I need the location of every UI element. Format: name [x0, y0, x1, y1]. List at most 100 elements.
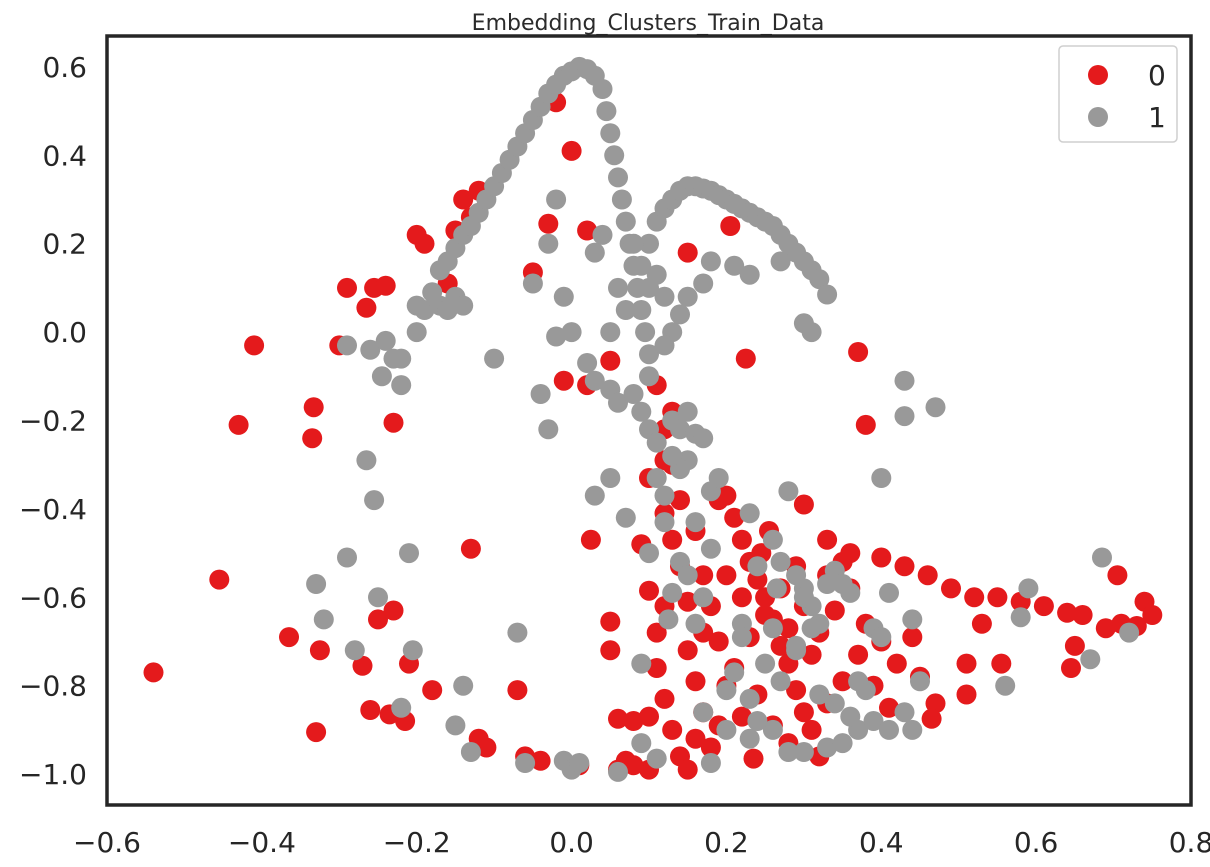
- series-1-point-136: [453, 675, 474, 696]
- series-0-point-76: [770, 635, 791, 656]
- series-0-point-83: [743, 748, 764, 769]
- series-1-point-10: [375, 330, 396, 351]
- series-1-point-186: [910, 671, 930, 692]
- series-0-point-106: [1061, 658, 1081, 678]
- series-1-point-191: [995, 675, 1016, 696]
- series-1-point-83: [817, 284, 838, 305]
- series-0-point-0: [143, 662, 164, 683]
- series-0-point-13: [375, 275, 396, 296]
- series-1-point-184: [894, 702, 915, 723]
- series-0-point-2: [228, 414, 249, 435]
- series-0-point-141: [662, 719, 683, 740]
- x-tick-label: 0.4: [859, 826, 904, 859]
- series-0-point-90: [894, 556, 915, 577]
- series-1-point-133: [530, 384, 551, 404]
- series-1-point-166: [747, 556, 768, 577]
- series-1-point-170: [778, 481, 799, 502]
- x-tick-label: −0.4: [228, 826, 296, 859]
- series-0-point-23: [414, 233, 435, 254]
- series-0-point-103: [1142, 605, 1163, 625]
- y-tick-label: −0.6: [19, 581, 87, 614]
- series-1-point-129: [600, 468, 621, 488]
- series-0-point-138: [646, 622, 667, 643]
- series-1-point-138: [507, 622, 528, 643]
- series-0-point-19: [383, 412, 404, 433]
- y-tick-label: −0.4: [19, 493, 87, 526]
- series-1-point-206: [747, 711, 768, 731]
- series-1-point-98: [631, 255, 652, 276]
- series-1-point-89: [700, 251, 721, 272]
- series-1-point-8: [368, 587, 388, 608]
- series-0-point-104: [1107, 565, 1128, 586]
- series-0-point-40: [561, 140, 582, 161]
- series-0-point-5: [306, 722, 327, 743]
- series-0-point-130: [832, 671, 853, 692]
- series-0-point-79: [793, 702, 814, 723]
- series-1-point-7: [364, 490, 385, 511]
- series-0-point-70: [724, 507, 745, 528]
- series-1-point-149: [658, 609, 679, 630]
- series-1-point-2: [337, 547, 357, 568]
- series-1-point-121: [677, 401, 698, 422]
- series-0-point-163: [720, 216, 741, 236]
- series-1-point-118: [646, 432, 667, 453]
- series-0-point-89: [871, 547, 892, 568]
- series-0-point-115: [886, 653, 907, 674]
- series-0-point-108: [956, 653, 977, 674]
- series-1-point-116: [631, 401, 652, 422]
- series-0-point-32: [476, 737, 497, 758]
- series-0-point-110: [971, 613, 992, 634]
- series-1-point-185: [902, 609, 923, 630]
- series-1-point-194: [1080, 649, 1101, 670]
- legend: 0 1: [1058, 45, 1178, 143]
- series-1-point-49: [604, 145, 625, 166]
- series-1-point-180: [855, 680, 876, 701]
- series-1-point-211: [824, 693, 845, 714]
- series-1-points: [306, 56, 1140, 782]
- series-1-point-16: [402, 640, 423, 661]
- series-layer: [143, 56, 1163, 782]
- series-1-point-162: [724, 662, 745, 683]
- series-1-point-213: [770, 671, 791, 692]
- series-1-point-137: [445, 715, 466, 736]
- y-tick-label: −0.2: [19, 405, 87, 438]
- series-1-point-112: [584, 370, 605, 391]
- series-0-point-97: [1057, 602, 1078, 623]
- series-0-point-47: [600, 640, 621, 661]
- series-1-point-51: [611, 189, 632, 210]
- series-1-point-215: [801, 618, 822, 639]
- series-1-point-110: [546, 326, 567, 347]
- series-0-point-148: [731, 587, 752, 608]
- series-0-point-11: [356, 297, 377, 318]
- series-0-point-131: [848, 644, 869, 665]
- series-1-point-15: [399, 543, 419, 564]
- series-0-point-50: [623, 711, 644, 731]
- y-axis-ticks: 0.6 0.4 0.2 0.0 −0.2 −0.4 −0.6 −0.8 −1.0: [19, 51, 87, 791]
- series-1-point-128: [654, 485, 675, 506]
- series-1-point-195: [1092, 547, 1112, 568]
- series-1-point-5: [356, 450, 377, 471]
- series-1-point-101: [608, 277, 628, 298]
- series-1-point-48: [600, 123, 621, 144]
- series-1-point-60: [639, 233, 659, 254]
- series-1-point-161: [716, 680, 737, 701]
- series-1-point-218: [739, 688, 760, 709]
- series-1-point-126: [662, 445, 683, 466]
- series-1-point-111: [577, 353, 598, 373]
- series-0-point-78: [786, 680, 807, 701]
- series-0-point-65: [685, 671, 706, 692]
- series-1-point-106: [522, 273, 543, 294]
- series-1-point-160: [700, 753, 721, 773]
- series-0-point-152: [731, 706, 752, 727]
- series-0-point-145: [623, 755, 644, 776]
- series-0-point-164: [677, 242, 698, 263]
- series-1-point-9: [371, 366, 392, 387]
- series-1-point-143: [608, 761, 628, 782]
- chart-title: Embedding_Clusters_Train_Data: [472, 11, 825, 36]
- series-0-point-147: [716, 565, 737, 586]
- series-0-point-54: [639, 706, 659, 727]
- series-0-point-33: [507, 680, 528, 701]
- series-0-point-1: [209, 569, 230, 590]
- series-0-point-91: [917, 565, 938, 586]
